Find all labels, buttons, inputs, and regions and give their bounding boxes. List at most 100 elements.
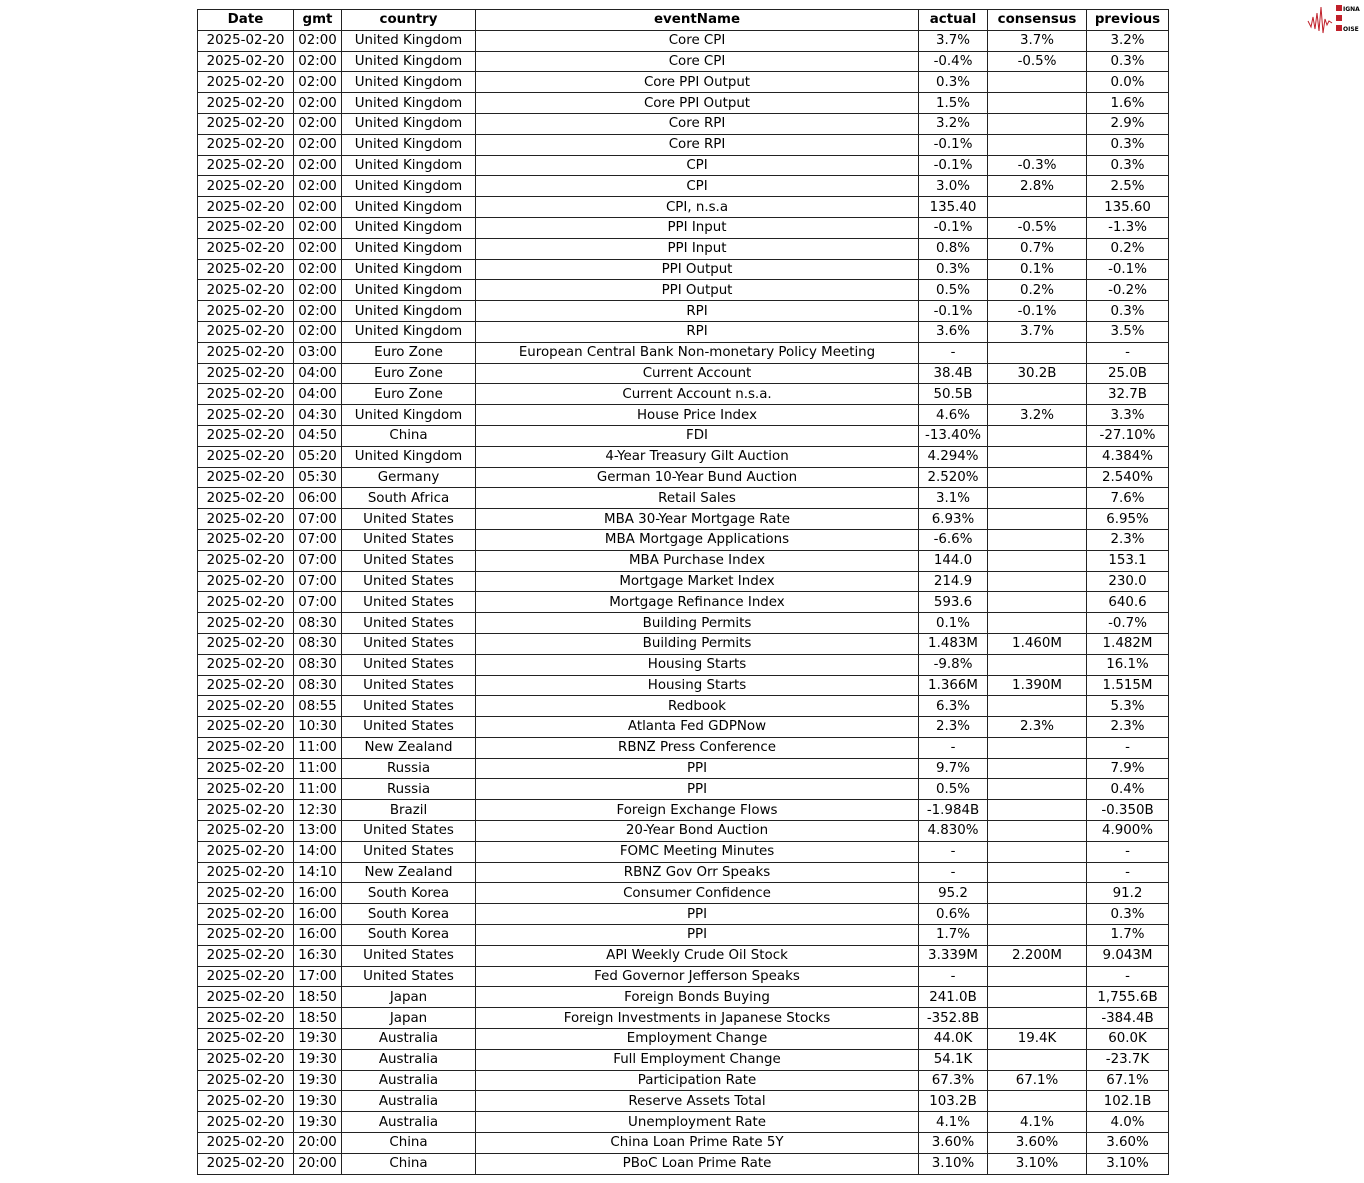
table-row: 2025-02-20 02:00 United Kingdom Core CPI -0.… [197,50,1169,73]
cell-country: United States [341,653,476,676]
cell-previous: 0.2% [1086,237,1169,260]
cell-country: United States [341,549,476,572]
cell-event-name: Unemployment Rate [475,1111,919,1134]
cell-date: 2025-02-20 [197,50,294,73]
cell-date: 2025-02-20 [197,653,294,676]
cell-previous: 2.3% [1086,716,1169,738]
cell-date: 2025-02-20 [197,133,294,156]
cell-actual: 4.6% [918,404,988,426]
cell-date: 2025-02-20 [197,404,294,426]
cell-actual: 3.2% [918,112,988,135]
cell-event-name: Participation Rate [475,1069,919,1092]
cell-event-name: MBA 30-Year Mortgage Rate [475,508,919,530]
cell-gmt: 02:00 [293,320,342,343]
cell-gmt: 02:00 [293,216,342,239]
cell-country: South Africa [341,487,476,510]
table-row: 2025-02-20 18:50 Japan Foreign Investments … [197,1007,1169,1030]
table-row: 2025-02-20 05:30 Germany German 10-Year Bun… [197,466,1169,489]
table-row: 2025-02-20 02:00 United Kingdom Core RPI -0.… [197,133,1169,156]
cell-consensus [987,71,1087,94]
cell-country: United States [341,528,476,551]
cell-consensus: -0.3% [987,154,1087,177]
cell-country: United States [341,965,476,988]
cell-consensus [987,924,1087,946]
cell-consensus [987,882,1087,905]
cell-country: Russia [341,778,476,801]
cell-gmt: 18:50 [293,986,342,1009]
cell-event-name: Core PPI Output [475,71,919,94]
cell-date: 2025-02-20 [197,965,294,988]
cell-consensus: 3.7% [987,29,1087,52]
cell-country: South Korea [341,882,476,905]
cell-country: China [341,424,476,447]
cell-country: United States [341,840,476,863]
table-row: 2025-02-20 20:00 China PBoC Loan Prime Rate… [197,1152,1169,1175]
cell-actual: 4.1% [918,1111,988,1134]
cell-consensus [987,487,1087,510]
cell-previous: 2.540% [1086,466,1169,489]
cell-gmt: 07:00 [293,528,342,551]
cell-date: 2025-02-20 [197,1048,294,1071]
cell-previous: 32.7B [1086,383,1169,406]
cell-previous: 9.043M [1086,944,1169,967]
cell-event-name: Housing Starts [475,674,919,697]
cell-actual: 0.8% [918,237,988,260]
table-row: 2025-02-20 14:10 New Zealand RBNZ Gov Orr S… [197,861,1169,884]
cell-consensus [987,591,1087,614]
cell-previous: -0.1% [1086,258,1169,281]
cell-previous: 0.4% [1086,778,1169,801]
cell-gmt: 19:30 [293,1111,342,1134]
cell-date: 2025-02-20 [197,320,294,343]
cell-consensus: 3.7% [987,320,1087,343]
cell-consensus [987,1090,1087,1113]
cell-gmt: 17:00 [293,965,342,988]
table-row: 2025-02-20 02:00 United Kingdom Core CPI 3.7… [197,29,1169,52]
cell-date: 2025-02-20 [197,175,294,198]
cell-consensus: 19.4K [987,1028,1087,1050]
cell-previous: -27.10% [1086,424,1169,447]
cell-gmt: 02:00 [293,279,342,302]
cell-event-name: RPI [475,300,919,322]
cell-previous: 102.1B [1086,1090,1169,1113]
cell-country: China [341,1132,476,1154]
cell-gmt: 02:00 [293,154,342,177]
cell-actual: - [918,736,988,759]
table-row: 2025-02-20 19:30 Australia Full Employment … [197,1048,1169,1071]
cell-country: Australia [341,1028,476,1050]
cell-actual: 9.7% [918,757,988,780]
cell-actual: -13.40% [918,424,988,447]
cell-date: 2025-02-20 [197,1069,294,1092]
cell-gmt: 19:30 [293,1048,342,1071]
cell-actual: -6.6% [918,528,988,551]
cell-country: United Kingdom [341,196,476,218]
cell-previous: 640.6 [1086,591,1169,614]
cell-event-name: PPI [475,924,919,946]
cell-event-name: RPI [475,320,919,343]
cell-actual: -0.1% [918,216,988,239]
cell-gmt: 02:00 [293,196,342,218]
cell-date: 2025-02-20 [197,279,294,302]
table-row: 2025-02-20 19:30 Australia Reserve Assets T… [197,1090,1169,1113]
cell-actual: 38.4B [918,362,988,385]
cell-gmt: 08:30 [293,632,342,655]
cell-previous: 3.5% [1086,320,1169,343]
cell-gmt: 02:00 [293,133,342,156]
column-header-country: country [341,9,476,31]
table-row: 2025-02-20 02:00 United Kingdom PPI Input 0.… [197,237,1169,260]
cell-consensus [987,695,1087,718]
table-row: 2025-02-20 02:00 United Kingdom Core PPI Ou… [197,71,1169,94]
cell-consensus [987,196,1087,218]
cell-actual: -0.1% [918,133,988,156]
cell-gmt: 04:00 [293,383,342,406]
cell-gmt: 06:00 [293,487,342,510]
cell-consensus: 2.3% [987,716,1087,738]
cell-date: 2025-02-20 [197,300,294,322]
cell-consensus [987,445,1087,468]
cell-consensus: 0.1% [987,258,1087,281]
cell-actual: 0.3% [918,71,988,94]
cell-consensus [987,1007,1087,1030]
table-row: 2025-02-20 03:00 Euro Zone European Central… [197,341,1169,364]
table-row: 2025-02-20 08:30 United States Housing Star… [197,674,1169,697]
cell-date: 2025-02-20 [197,1132,294,1154]
cell-event-name: FOMC Meeting Minutes [475,840,919,863]
